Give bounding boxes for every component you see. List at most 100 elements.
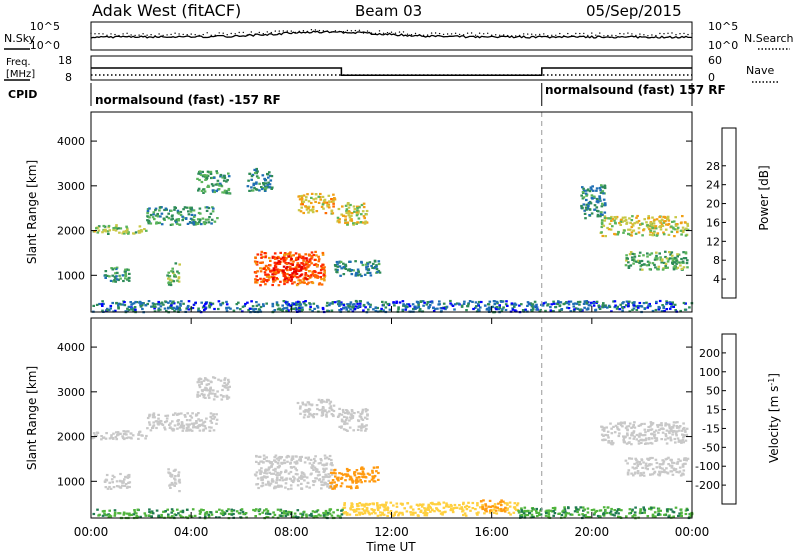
data-cell <box>445 502 448 505</box>
data-cell <box>467 501 470 504</box>
data-cell <box>530 303 533 306</box>
data-cell <box>339 477 343 480</box>
data-cell <box>642 263 646 266</box>
data-cell <box>344 263 347 266</box>
data-cell <box>682 301 686 305</box>
data-cell <box>666 260 670 263</box>
data-cell <box>207 515 211 518</box>
data-cell <box>333 197 336 200</box>
data-cell <box>677 458 680 461</box>
data-cell <box>169 283 173 287</box>
data-cell <box>676 253 679 256</box>
data-cell <box>289 484 293 487</box>
data-cell <box>302 257 306 260</box>
data-cell <box>494 506 497 509</box>
data-cell <box>493 303 497 306</box>
data-cell <box>349 485 353 488</box>
data-cell <box>676 266 680 269</box>
data-cell <box>310 256 314 259</box>
colorbar-tick-label: -100 <box>695 460 720 473</box>
data-cell <box>610 432 614 435</box>
data-cell <box>218 184 221 187</box>
data-cell <box>255 301 258 304</box>
noise-search-point <box>639 33 641 35</box>
data-cell <box>239 308 242 311</box>
data-cell <box>168 275 171 278</box>
data-cell <box>315 265 319 268</box>
data-cell <box>255 460 258 463</box>
noise-search-point <box>318 29 321 32</box>
data-cell <box>452 507 456 510</box>
data-cell <box>472 307 475 311</box>
noise-search-point <box>667 32 669 34</box>
colorbar-tick-label: 24 <box>706 179 720 192</box>
data-cell <box>655 466 659 469</box>
data-cell <box>167 217 171 220</box>
data-cell <box>625 259 628 262</box>
data-cell <box>610 310 613 313</box>
data-cell <box>415 503 419 506</box>
data-cell <box>371 502 375 505</box>
data-cell <box>164 510 167 513</box>
data-cell <box>628 253 632 256</box>
data-cell <box>169 281 172 284</box>
data-cell <box>602 198 606 201</box>
data-cell <box>265 472 269 475</box>
data-cell <box>179 510 183 513</box>
data-cell <box>670 508 673 511</box>
noise-search-point <box>635 34 637 37</box>
data-cell <box>660 259 664 262</box>
data-cell <box>333 487 336 490</box>
data-cell <box>401 502 404 505</box>
data-cell <box>108 275 111 278</box>
data-cell <box>242 512 245 516</box>
data-cell <box>653 436 657 440</box>
noise-search-point <box>458 33 461 36</box>
data-cell <box>290 457 294 460</box>
data-cell <box>257 486 260 490</box>
data-cell <box>211 189 215 192</box>
data-cell <box>287 455 291 458</box>
noise-search-point <box>583 32 585 35</box>
data-cell <box>320 480 323 484</box>
data-cell <box>178 426 182 429</box>
data-cell <box>640 259 644 263</box>
data-cell <box>108 509 111 512</box>
data-cell <box>123 484 126 487</box>
data-cell <box>122 230 125 233</box>
data-cell <box>356 306 360 309</box>
data-cell <box>186 412 189 415</box>
noise-search-point <box>671 32 673 34</box>
data-cell <box>348 478 352 481</box>
data-cell <box>465 504 469 507</box>
data-cell <box>341 214 345 217</box>
data-cell <box>653 511 657 514</box>
data-cell <box>671 426 674 429</box>
data-cell <box>163 428 167 431</box>
data-cell <box>336 268 339 271</box>
data-cell <box>604 433 607 437</box>
noise-search-point <box>651 34 653 36</box>
data-cell <box>376 507 380 510</box>
data-cell <box>671 510 675 513</box>
data-cell <box>328 304 331 307</box>
data-cell <box>194 301 197 304</box>
data-cell <box>458 504 461 507</box>
data-cell <box>304 304 308 307</box>
data-cell <box>193 422 196 425</box>
data-cell <box>642 461 645 464</box>
data-cell <box>124 272 128 275</box>
data-cell <box>209 511 213 514</box>
data-cell <box>205 383 209 386</box>
data-cell <box>318 409 321 412</box>
data-cell <box>659 427 663 430</box>
data-cell <box>344 218 347 221</box>
data-cell <box>350 269 354 272</box>
data-cell <box>271 305 275 308</box>
data-cell <box>682 426 686 430</box>
data-cell <box>165 417 169 420</box>
data-cell <box>451 509 455 512</box>
data-cell <box>685 459 688 462</box>
data-cell <box>198 419 202 422</box>
data-cell <box>291 455 294 458</box>
